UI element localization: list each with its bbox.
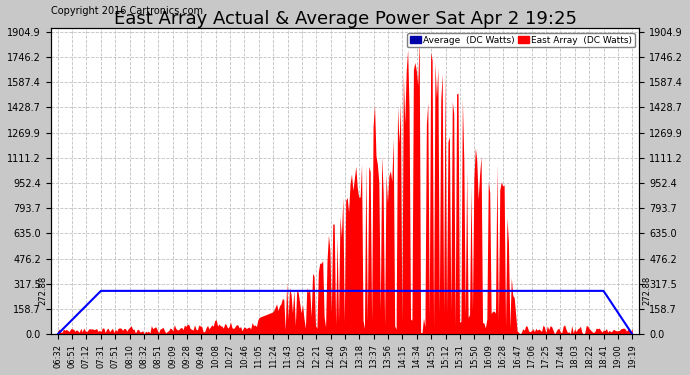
Legend: Average  (DC Watts), East Array  (DC Watts): Average (DC Watts), East Array (DC Watts… <box>407 33 635 47</box>
Text: 272.88: 272.88 <box>39 276 48 306</box>
Text: 272.88: 272.88 <box>642 276 651 306</box>
Text: Copyright 2016 Cartronics.com: Copyright 2016 Cartronics.com <box>50 6 203 16</box>
Title: East Array Actual & Average Power Sat Apr 2 19:25: East Array Actual & Average Power Sat Ap… <box>113 10 577 28</box>
